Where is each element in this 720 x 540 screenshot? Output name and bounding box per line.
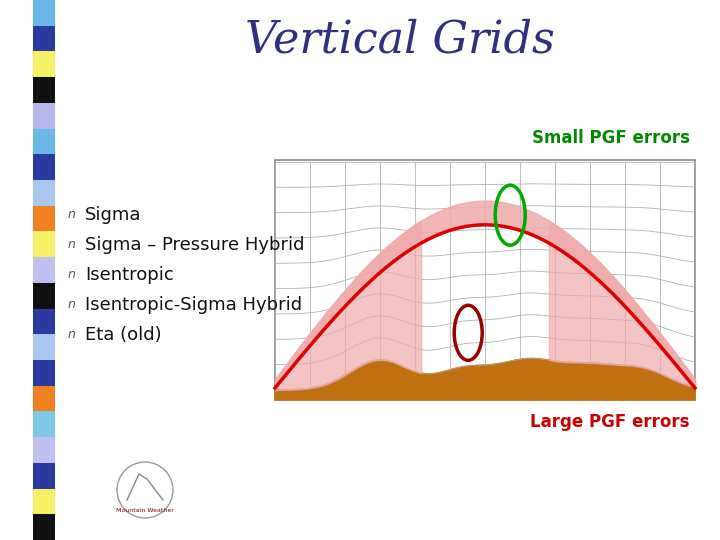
Text: Eta (old): Eta (old) xyxy=(85,326,161,344)
Text: n: n xyxy=(68,208,76,221)
Bar xyxy=(33,489,55,514)
Bar xyxy=(33,0,55,26)
Bar xyxy=(33,232,55,257)
Bar xyxy=(33,129,55,154)
Text: Sigma – Pressure Hybrid: Sigma – Pressure Hybrid xyxy=(85,236,305,254)
Text: Vertical Grids: Vertical Grids xyxy=(245,18,555,62)
Bar xyxy=(33,26,55,51)
Bar xyxy=(33,308,55,334)
Bar xyxy=(33,257,55,283)
Bar xyxy=(33,154,55,180)
Bar xyxy=(33,51,55,77)
Text: n: n xyxy=(68,299,76,312)
Text: Isentropic-Sigma Hybrid: Isentropic-Sigma Hybrid xyxy=(85,296,302,314)
Bar xyxy=(33,206,55,232)
Text: Mountain Weather: Mountain Weather xyxy=(116,508,174,512)
Bar xyxy=(33,77,55,103)
Bar xyxy=(275,160,695,400)
Text: Large PGF errors: Large PGF errors xyxy=(531,413,690,431)
Bar xyxy=(33,360,55,386)
Bar xyxy=(33,386,55,411)
Bar xyxy=(33,514,55,540)
Text: n: n xyxy=(68,239,76,252)
Text: Isentropic: Isentropic xyxy=(85,266,174,284)
Bar xyxy=(33,103,55,129)
Polygon shape xyxy=(275,359,695,400)
Bar xyxy=(33,411,55,437)
Bar xyxy=(33,334,55,360)
Bar xyxy=(33,463,55,489)
Text: Small PGF errors: Small PGF errors xyxy=(532,129,690,147)
Bar xyxy=(33,437,55,463)
Bar xyxy=(33,180,55,206)
Text: n: n xyxy=(68,268,76,281)
Bar xyxy=(33,283,55,308)
Text: n: n xyxy=(68,328,76,341)
Text: Sigma: Sigma xyxy=(85,206,142,224)
